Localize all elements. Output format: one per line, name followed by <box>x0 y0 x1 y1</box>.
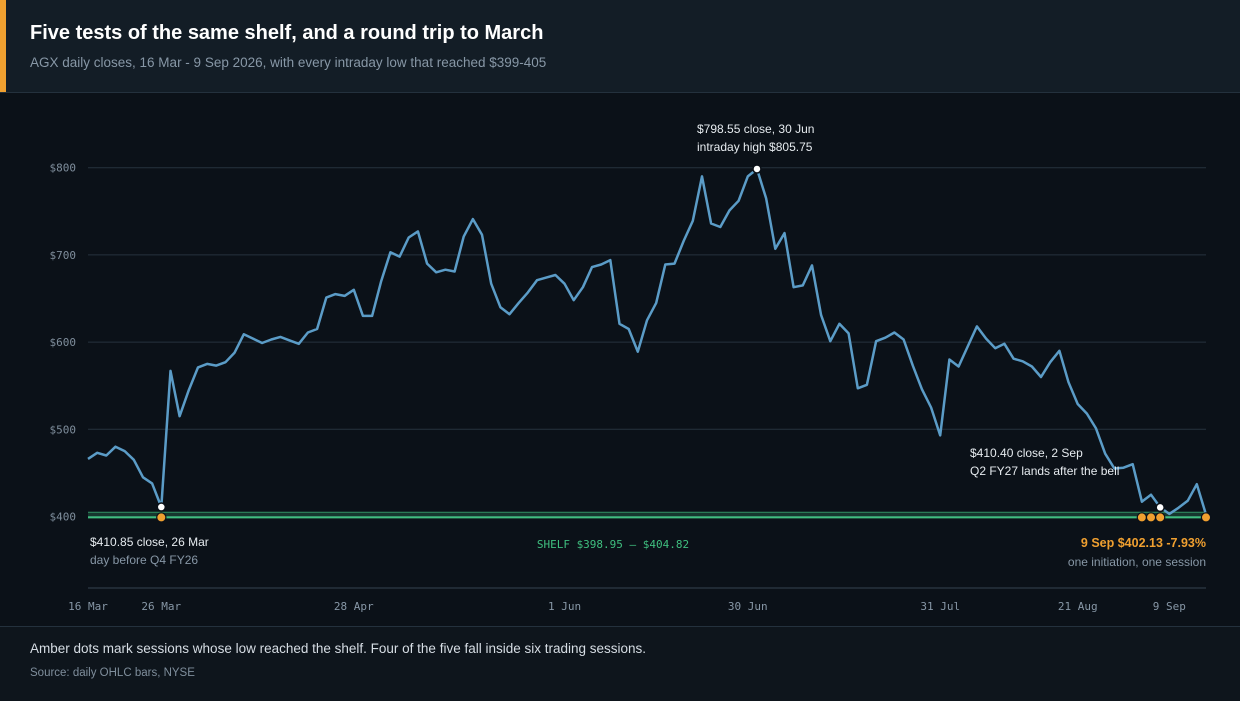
y-tick-label: $600 <box>50 336 77 349</box>
y-tick-label: $500 <box>50 423 77 436</box>
shelf-band <box>88 512 1206 518</box>
march-annotation-line2: day before Q4 FY26 <box>90 553 198 567</box>
accent-bar <box>0 0 6 92</box>
shelf-touch-dot <box>1200 512 1212 523</box>
shelf-label: SHELF $398.95 – $404.82 <box>537 538 689 551</box>
last-close-sublabel: one initiation, one session <box>1068 555 1206 569</box>
header: Five tests of the same shelf, and a roun… <box>0 0 1240 93</box>
shelf-touch-dot <box>1145 512 1157 523</box>
annotated-point <box>1155 502 1165 513</box>
shelf-touch-dot <box>1136 512 1148 523</box>
x-tick-label: 26 Mar <box>141 600 181 613</box>
y-tick-label: $800 <box>50 162 77 175</box>
x-tick-label: 16 Mar <box>68 600 108 613</box>
footer-note: Amber dots mark sessions whose low reach… <box>30 641 647 656</box>
sep2-annotation-line1: $410.40 close, 2 Sep <box>970 446 1083 460</box>
shelf-touch-dot <box>156 512 167 523</box>
chart-title: Five tests of the same shelf, and a roun… <box>30 22 544 44</box>
sep2-annotation-line2: Q2 FY27 lands after the bell <box>970 464 1119 478</box>
chart-subtitle: AGX daily closes, 16 Mar - 9 Sep 2026, w… <box>30 55 547 70</box>
x-tick-label: 31 Jul <box>920 600 960 613</box>
footer: Amber dots mark sessions whose low reach… <box>0 626 1240 701</box>
x-tick-label: 30 Jun <box>728 600 768 613</box>
shelf-touch-dot <box>1154 512 1166 523</box>
x-tick-label: 1 Jun <box>548 600 581 613</box>
price-line <box>87 167 1208 516</box>
x-tick-label: 9 Sep <box>1153 600 1186 613</box>
x-tick-label: 21 Aug <box>1058 600 1098 613</box>
last-close-label: 9 Sep $402.13 -7.93% <box>1081 536 1206 550</box>
peak-annotation-line2: intraday high $805.75 <box>697 140 813 154</box>
x-tick-label: 28 Apr <box>334 600 374 613</box>
march-annotation-line1: $410.85 close, 26 Mar <box>90 535 209 549</box>
price-chart: $400 $500 $600 $700 $800 SHELF $398.95 – $404… <box>50 122 1212 613</box>
y-tick-label: $700 <box>50 249 77 262</box>
source-note: Source: daily OHLC bars, NYSE <box>30 667 195 679</box>
y-tick-label: $400 <box>50 511 77 524</box>
annotated-point <box>752 164 762 174</box>
peak-annotation-line1: $798.55 close, 30 Jun <box>697 122 814 136</box>
annotated-point <box>156 502 167 512</box>
